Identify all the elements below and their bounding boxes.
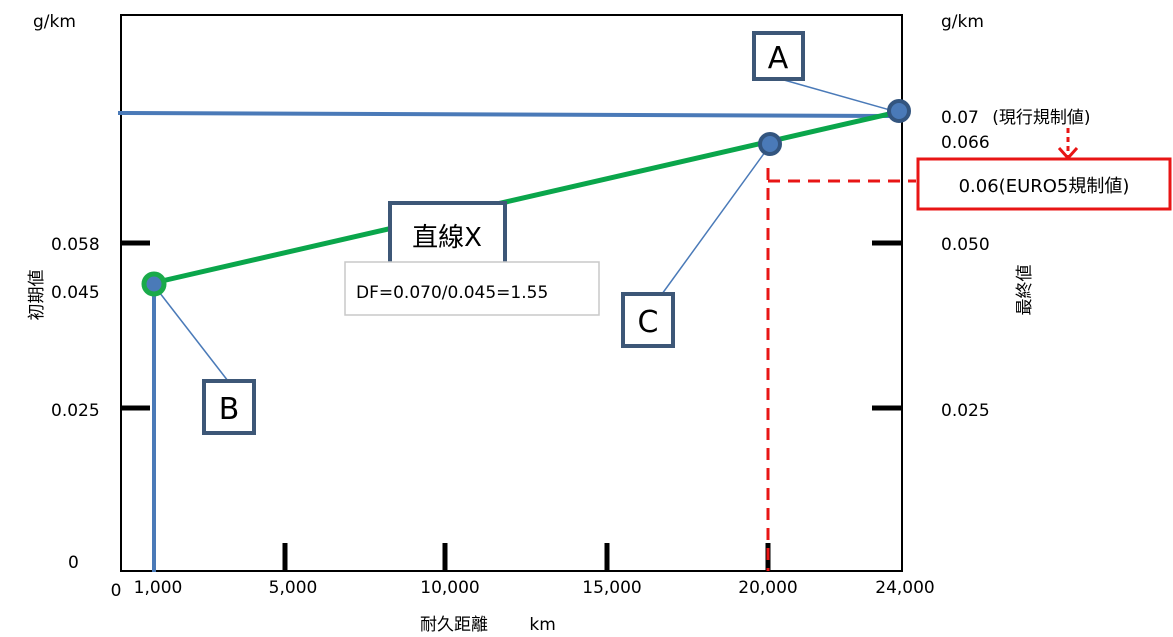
label-box-c — [621, 292, 675, 348]
left-axis-title: 初期値 — [27, 270, 47, 321]
right-tick-label-0.066: 0.066 — [941, 133, 990, 153]
left-axis-unit: g/km — [33, 12, 76, 32]
x-tick-label-1000: 1,000 — [134, 578, 183, 598]
right-tick-label-0.07: 0.07 (現行規制値) — [941, 108, 1091, 128]
df-note-box — [344, 261, 600, 316]
x-axis-title: 耐久距離 km — [420, 615, 556, 635]
right-tick-label-0.050: 0.050 — [941, 235, 990, 255]
reference-line-0.07 — [117, 111, 903, 118]
x-tick-label-24000: 24,000 — [875, 578, 934, 598]
left-tick-label-0.058: 0.058 — [51, 235, 100, 255]
x-tick-label-20000: 20,000 — [738, 578, 797, 598]
label-box-b — [202, 379, 256, 435]
label-a: A — [768, 41, 789, 76]
right-axis-unit: g/km — [941, 12, 984, 32]
right-tick-label-0.025: 0.025 — [941, 401, 990, 421]
point-b-marker — [141, 271, 167, 297]
x-tick-label-10000: 10,000 — [420, 578, 479, 598]
x-axis-unit: km — [529, 615, 555, 635]
right-tick-value-0.07: 0.07 — [941, 108, 979, 128]
euro5-callout-box — [916, 157, 1172, 211]
left-tick-label-0: 0 — [68, 553, 79, 573]
left-tick-label-0.025: 0.025 — [51, 401, 100, 421]
leader-b — [155, 287, 229, 382]
euro5-callout: 0.06(EURO5規制値) — [959, 176, 1130, 197]
x-tick-label-5000: 5,000 — [269, 578, 318, 598]
leader-c — [661, 147, 769, 295]
regulation-annotation: (現行規制値) — [992, 108, 1090, 128]
x-tick-label-0: 0 — [111, 581, 122, 601]
label-c: C — [638, 305, 659, 340]
label-line-x: 直線X — [412, 223, 482, 253]
df-note: DF=0.070/0.045=1.55 — [356, 283, 548, 303]
left-tick-label-0.045: 0.045 — [51, 283, 100, 303]
point-c-marker — [758, 132, 782, 156]
x-tick-label-15000: 15,000 — [582, 578, 641, 598]
label-box-a — [752, 31, 805, 81]
plot-frame — [120, 14, 903, 572]
label-b: B — [219, 392, 240, 427]
leader-a — [783, 79, 898, 113]
line-x — [152, 108, 903, 286]
right-axis-title: 最終値 — [1015, 265, 1035, 316]
point-a-marker — [887, 99, 911, 123]
x-axis-title-text: 耐久距離 — [420, 615, 488, 635]
